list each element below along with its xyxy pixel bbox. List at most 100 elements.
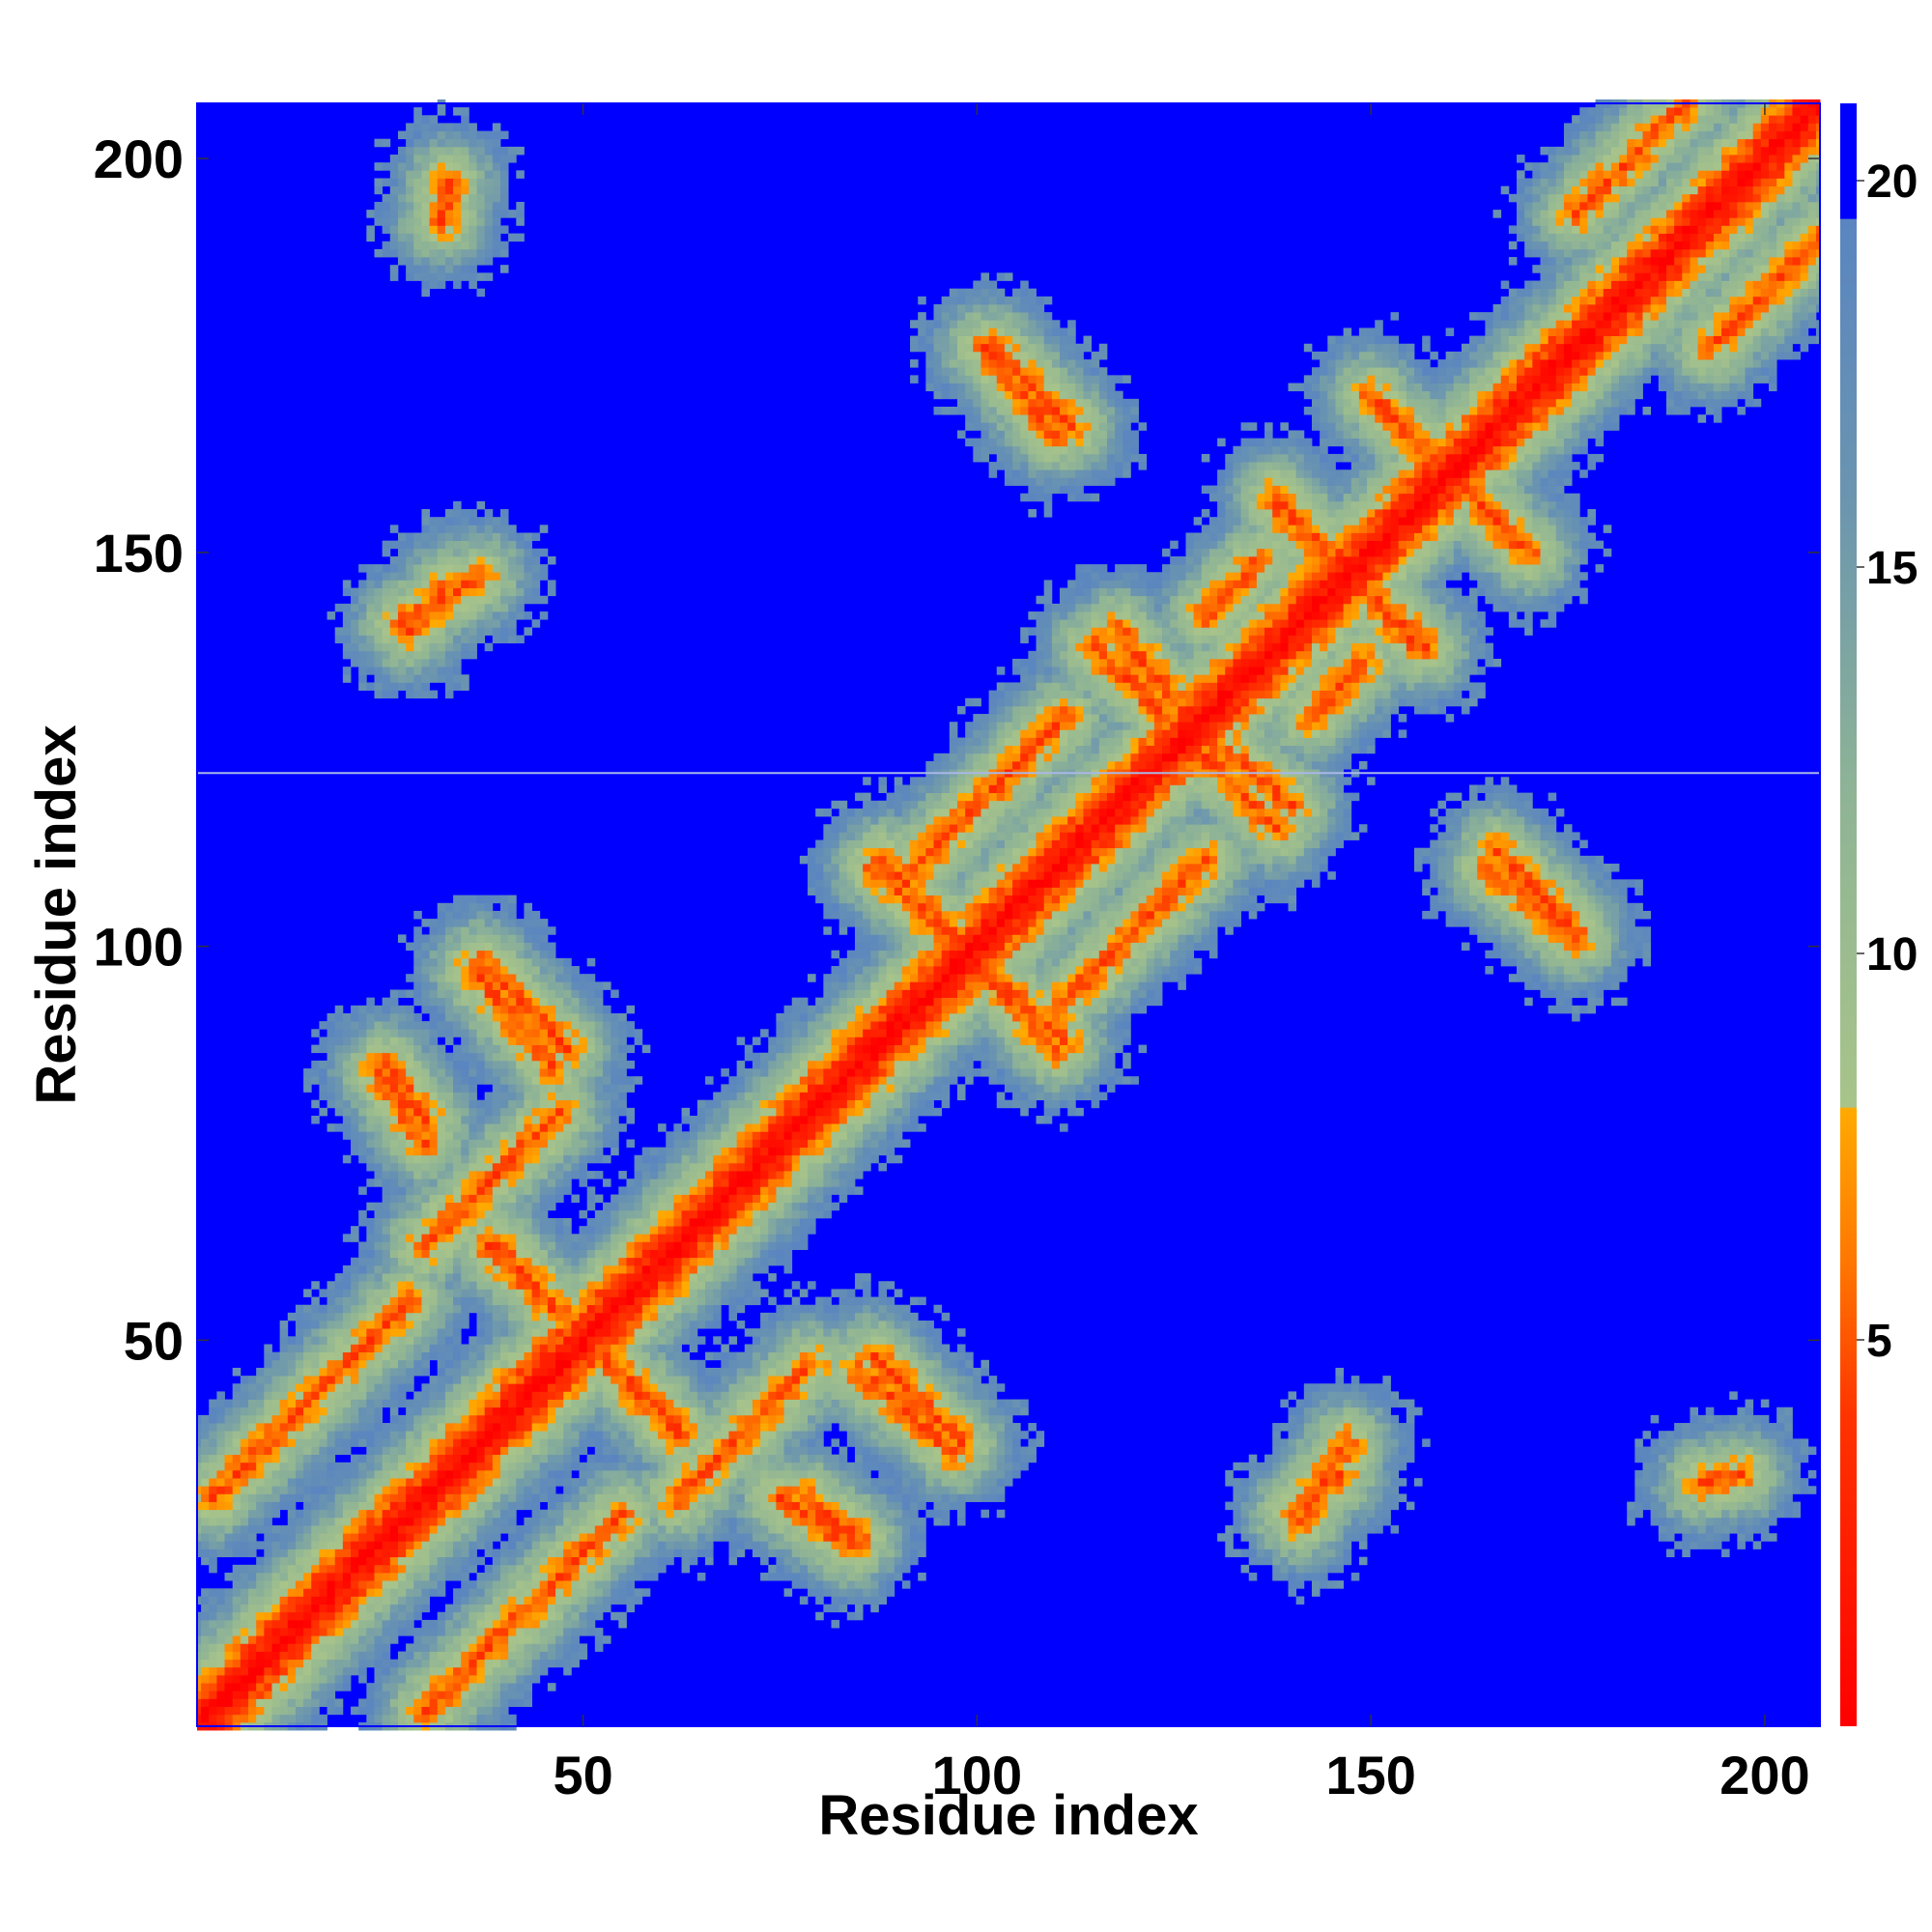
heatmap-cell: [397, 1336, 407, 1345]
heatmap-cell: [295, 1604, 304, 1613]
heatmap-cell: [271, 1572, 281, 1581]
heatmap-cell: [949, 1462, 958, 1471]
heatmap-cell: [484, 1414, 501, 1424]
heatmap-cell: [327, 1619, 336, 1629]
heatmap-cell: [673, 1486, 682, 1494]
heatmap-cell: [508, 1619, 517, 1629]
heatmap-cell: [492, 1359, 501, 1369]
heatmap-cell: [382, 1690, 391, 1699]
heatmap-cell: [603, 1406, 611, 1416]
heatmap-cell: [1760, 1478, 1770, 1487]
heatmap-cell: [311, 1351, 320, 1361]
heatmap-cell: [603, 1399, 611, 1408]
heatmap-cell: [863, 1486, 871, 1494]
heatmap-cell: [319, 1659, 327, 1668]
heatmap-cell: [492, 1628, 501, 1636]
heatmap-cell: [579, 1328, 588, 1337]
heatmap-cell: [303, 1478, 312, 1487]
heatmap-cell: [216, 1478, 225, 1487]
heatmap-cell: [956, 1383, 966, 1392]
heatmap-cell: [949, 1399, 958, 1408]
heatmap-cell: [389, 1406, 399, 1416]
heatmap-cell: [334, 1564, 344, 1574]
heatmap-cell: [603, 1469, 611, 1479]
heatmap-cell: [539, 1588, 549, 1597]
heatmap-cell: [1398, 1431, 1407, 1439]
heatmap-cell: [389, 1391, 399, 1400]
heatmap-cell: [197, 1596, 202, 1605]
heatmap-cell: [1004, 1478, 1013, 1487]
heatmap-cell: [311, 1454, 320, 1463]
heatmap-cell: [429, 1556, 439, 1566]
heatmap-cell: [594, 1643, 604, 1652]
heatmap-cell: [1343, 1525, 1352, 1534]
heatmap-cell: [271, 1423, 281, 1432]
heatmap-cell: [808, 1351, 816, 1361]
heatmap-cell: [358, 1469, 367, 1479]
heatmap-cell: [469, 1367, 477, 1377]
heatmap-cell: [571, 1351, 580, 1361]
heatmap-cell: [201, 1619, 210, 1629]
heatmap-cell: [941, 1406, 951, 1416]
heatmap-cell: [815, 1556, 824, 1566]
heatmap-cell: [1390, 1391, 1400, 1400]
heatmap-cell: [1398, 1478, 1407, 1487]
heatmap-cell: [783, 1414, 793, 1424]
heatmap-cell: [641, 1446, 651, 1456]
heatmap-cell: [901, 1359, 911, 1369]
heatmap-cell: [484, 1714, 494, 1723]
heatmap-cell: [1295, 1564, 1305, 1574]
heatmap-cell: [1020, 1454, 1029, 1463]
heatmap-cell: [1784, 1469, 1793, 1479]
heatmap-cell: [469, 1525, 477, 1534]
heatmap-cell: [1745, 1406, 1754, 1416]
heatmap-cell: [342, 1635, 352, 1644]
heatmap-cell: [791, 1486, 801, 1494]
heatmap-cell: [406, 1619, 414, 1629]
heatmap-cell: [469, 1683, 477, 1691]
heatmap-cell: [1768, 1486, 1777, 1494]
heatmap-cell: [791, 1469, 801, 1479]
heatmap-cell: [453, 1454, 462, 1463]
heatmap-cell: [941, 1517, 951, 1526]
heatmap-cell: [224, 1525, 234, 1534]
heatmap-cell: [342, 1431, 352, 1439]
heatmap-cell: [201, 1541, 210, 1549]
heatmap-cell: [1729, 1431, 1738, 1439]
heatmap-cell: [838, 1469, 848, 1479]
heatmap-cell: [406, 1281, 414, 1290]
heatmap-cell: [421, 1675, 430, 1684]
heatmap-cell: [271, 1406, 281, 1416]
heatmap-cell: [1721, 1525, 1730, 1534]
heatmap-cell: [311, 1296, 320, 1306]
heatmap-cell: [878, 1486, 887, 1494]
heatmap-cell: [469, 1635, 477, 1644]
heatmap-cell: [776, 1478, 784, 1487]
heatmap-cell: [571, 1604, 580, 1613]
heatmap-cell: [232, 1580, 242, 1589]
heatmap-cell: [358, 1580, 367, 1589]
heatmap-cell: [1634, 1478, 1643, 1487]
heatmap-cell: [886, 1431, 895, 1439]
heatmap-cell: [1358, 1478, 1368, 1487]
heatmap-cell: [374, 1509, 384, 1519]
heatmap-cell: [374, 1501, 384, 1511]
heatmap-cell: [799, 1336, 809, 1345]
heatmap-cell: [311, 1659, 320, 1668]
heatmap-cell: [854, 1509, 864, 1519]
heatmap-cell: [531, 1635, 541, 1644]
heatmap-cell: [768, 1344, 777, 1353]
heatmap-cell: [319, 1438, 327, 1447]
heatmap-cell: [197, 1714, 202, 1723]
heatmap-cell: [453, 1336, 462, 1345]
heatmap-cell: [382, 1698, 391, 1707]
heatmap-cell: [547, 1304, 556, 1314]
heatmap-cell: [634, 1462, 643, 1471]
heatmap-cell: [492, 1383, 501, 1392]
heatmap-cell: [484, 1517, 494, 1526]
heatmap-cell: [1737, 1431, 1746, 1439]
heatmap-cell: [508, 1289, 517, 1297]
heatmap-cell: [673, 1289, 682, 1297]
heatmap-cell: [689, 1533, 698, 1542]
heatmap-cell: [736, 1493, 746, 1502]
